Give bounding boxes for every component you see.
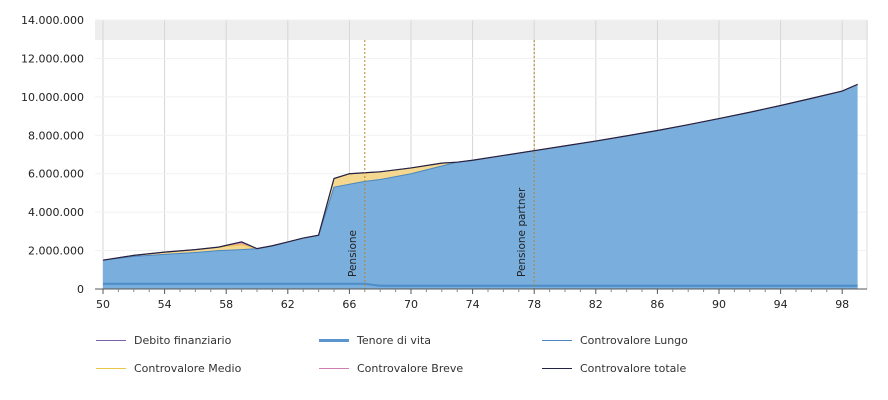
y-tick-label: 8.000.000 [28,129,84,142]
legend-item[interactable]: Controvalore Lungo [542,334,688,347]
line-controvalore-totale [102,83,858,261]
legend-item[interactable]: Tenore di vita [319,334,431,347]
y-tick-label: 10.000.000 [21,91,84,104]
y-tick-label: 14.000.000 [21,14,84,27]
y-tick-label: 2.000.000 [28,245,84,258]
x-tick-label: 82 [589,298,603,311]
legend-item[interactable]: Controvalore Breve [319,362,463,375]
x-tick-label: 74 [466,298,480,311]
line-tenore-di-vita [103,282,858,287]
axes: 50 54 58 62 66 70 74 78 82 86 90 94 98 0 2.000.000 4.00… [21,14,867,311]
marker-label: Pensione [347,230,359,277]
legend-label: Controvalore Breve [357,362,464,375]
y-tick-label: 12.000.000 [21,52,84,65]
x-tick-label: 94 [774,298,788,311]
chart: Pensione Pensione partner 50 54 58 62 66 70 74 7… [21,14,868,311]
legend-item[interactable]: Controvalore Medio [96,362,241,375]
x-tick-label: 54 [158,298,172,311]
legend-label: Controvalore Medio [134,362,242,375]
legend-label: Controvalore totale [580,362,687,375]
legend-label: Debito finanziario [134,334,232,347]
x-tick-label: 86 [650,298,664,311]
legend-swatch [319,368,349,369]
x-tick-label: 58 [219,298,233,311]
legend-swatch [96,340,126,341]
y-tick-label: 4.000.000 [28,206,84,219]
legend-item[interactable]: Debito finanziario [96,334,231,347]
plot-header-band [95,20,868,40]
vertical-markers: Pensione Pensione partner [347,40,535,289]
x-tick-label: 50 [96,298,110,311]
legend-swatch [96,368,126,369]
x-tick-label: 90 [712,298,726,311]
x-tick-label: 78 [527,298,541,311]
legend-swatch [319,339,349,342]
legend-swatch [542,340,572,341]
x-tick-label: 70 [404,298,418,311]
x-tick-label: 98 [835,298,849,311]
legend-swatch [542,368,572,369]
marker-label: Pensione partner [516,187,528,277]
area-controvalore-lungo [103,84,858,289]
y-tick-label: 6.000.000 [28,168,84,181]
legend-item[interactable]: Controvalore totale [542,362,686,375]
legend-label: Tenore di vita [357,334,432,347]
y-tick-label: 0 [77,283,84,296]
x-tick-label: 62 [281,298,295,311]
legend-label: Controvalore Lungo [580,334,688,347]
x-tick-label: 66 [342,298,356,311]
series-areas [103,84,858,289]
